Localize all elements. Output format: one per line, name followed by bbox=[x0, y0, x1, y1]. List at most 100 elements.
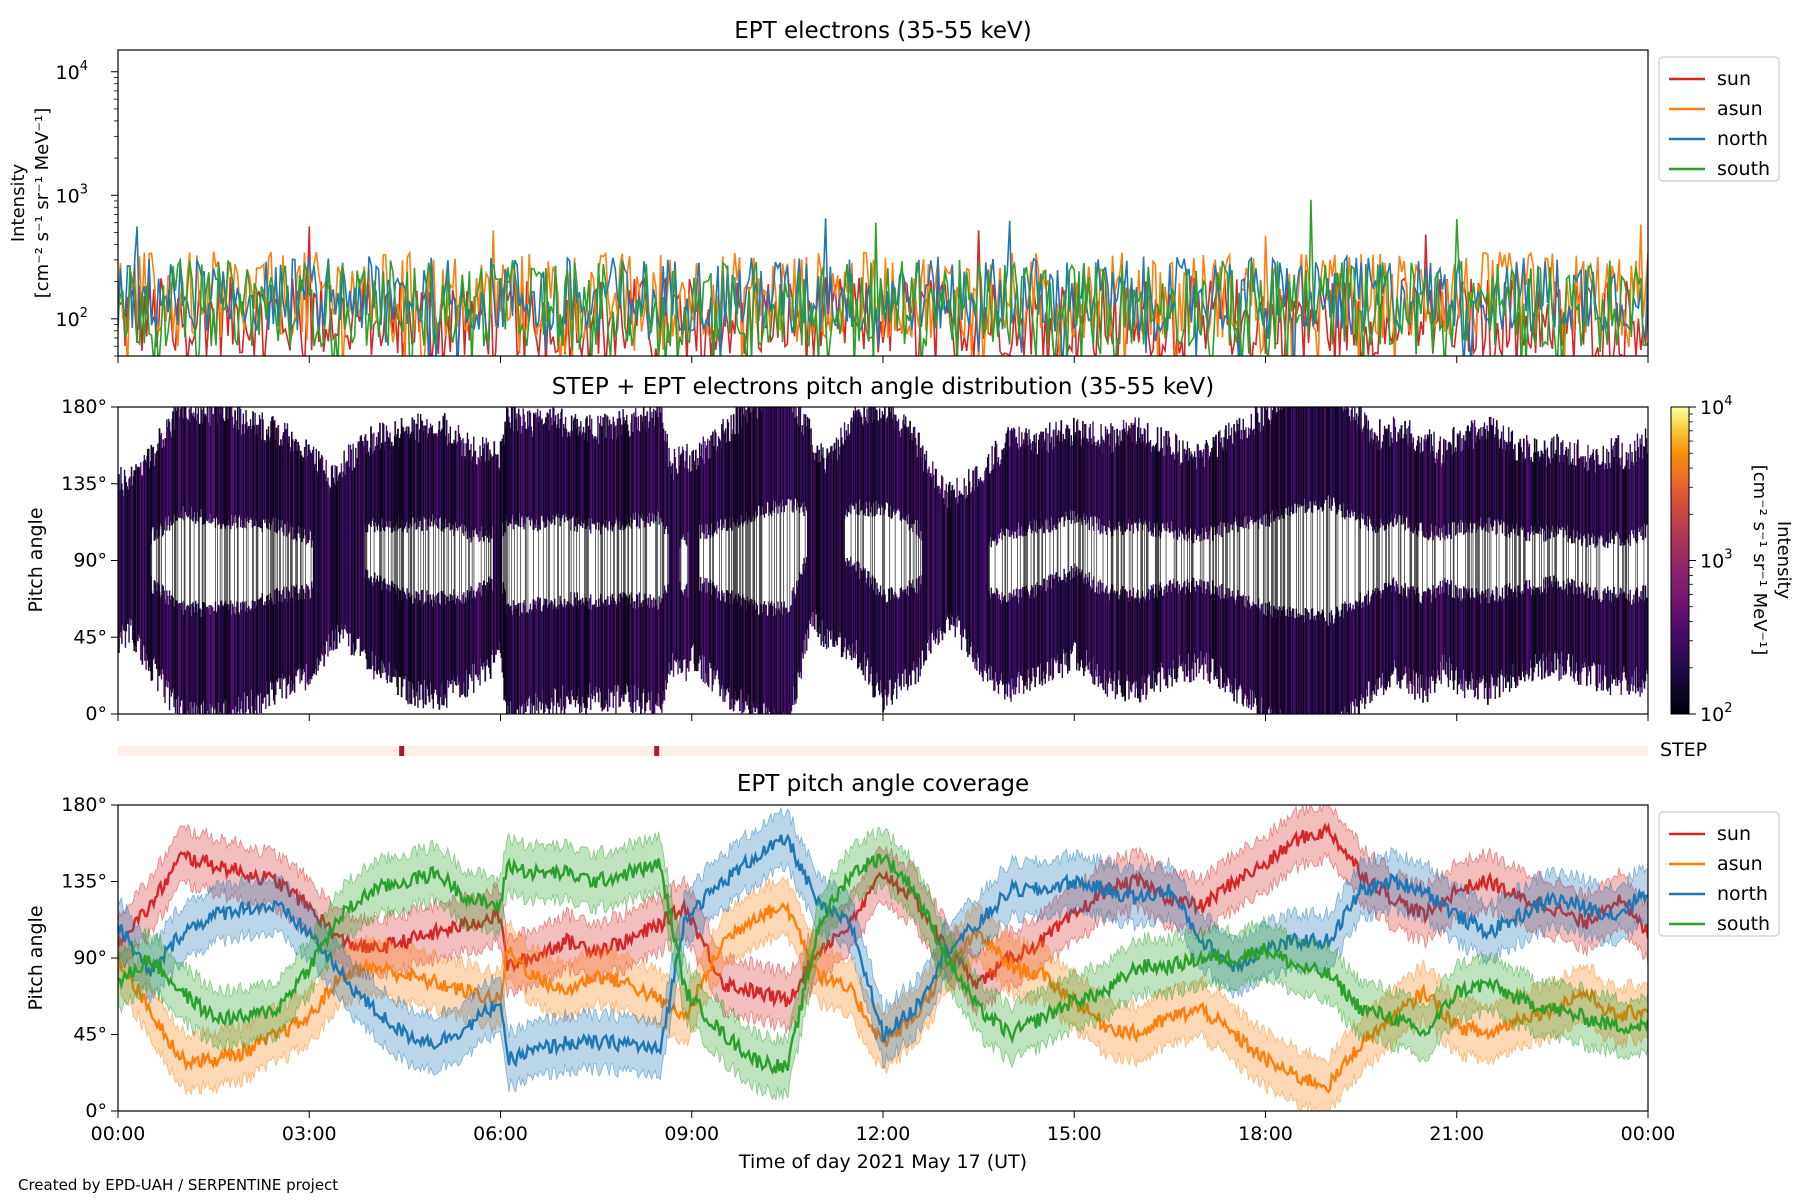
pad-cell bbox=[389, 432, 391, 522]
pad-cell bbox=[203, 602, 205, 701]
pad-cell bbox=[1068, 571, 1071, 671]
pad-cell bbox=[518, 408, 520, 527]
pad-cell bbox=[715, 589, 717, 676]
pad-cell bbox=[1374, 434, 1377, 533]
pad-cell bbox=[1598, 464, 1600, 538]
pad-cell bbox=[151, 447, 154, 528]
pad-cell bbox=[1480, 427, 1482, 518]
pad-cell bbox=[1626, 600, 1629, 691]
pad-cell bbox=[283, 586, 285, 680]
pad-cell bbox=[1401, 595, 1404, 680]
pad-cell bbox=[1197, 444, 1199, 535]
pad-cell bbox=[399, 589, 401, 678]
coverage-y-axis: 0°45°90°135°180° bbox=[61, 794, 118, 1122]
pad-cell bbox=[1344, 601, 1346, 707]
pad-cell bbox=[1369, 429, 1371, 520]
pad-cell bbox=[203, 407, 205, 525]
pad-cell bbox=[561, 604, 563, 711]
pad-cell bbox=[1080, 445, 1082, 522]
pad-cell bbox=[1137, 427, 1139, 532]
pad-cell bbox=[1076, 566, 1078, 671]
intensity-x-ticks bbox=[117, 356, 1649, 363]
coverage-band-south bbox=[118, 827, 1648, 1101]
pad-cell bbox=[264, 440, 266, 523]
pad-cell bbox=[370, 426, 372, 527]
pad-cell bbox=[611, 593, 614, 692]
pad-cell bbox=[230, 407, 232, 530]
coverage-xtick-tick-label-3: 09:00 bbox=[664, 1123, 719, 1145]
pad-cell bbox=[544, 422, 546, 528]
pad-cell bbox=[658, 596, 660, 707]
colorbar-tick-label-0-exp: 2 bbox=[1724, 701, 1732, 716]
pad-cell bbox=[1525, 580, 1527, 675]
pad-cell bbox=[241, 601, 244, 713]
pad-cell bbox=[1007, 427, 1010, 530]
pad-cell bbox=[1526, 580, 1528, 671]
pad-cell bbox=[1443, 438, 1445, 525]
pad-cell bbox=[482, 448, 485, 542]
pad-cell bbox=[1158, 451, 1161, 531]
pad-cell bbox=[910, 583, 912, 686]
pad-cell bbox=[937, 485, 939, 646]
pad-cell bbox=[451, 595, 453, 680]
pad-cell bbox=[576, 419, 578, 532]
pad-cell bbox=[512, 600, 515, 714]
pad-cell bbox=[227, 603, 229, 714]
pad-cell bbox=[392, 587, 395, 677]
pad-cell bbox=[1020, 588, 1022, 676]
pad-cell bbox=[439, 432, 442, 517]
pad-cell bbox=[1177, 593, 1180, 669]
pad-cell bbox=[211, 407, 213, 523]
pad-cell bbox=[893, 597, 895, 689]
pad-cell bbox=[536, 408, 539, 532]
pad-cell bbox=[687, 597, 689, 668]
pad-cell bbox=[610, 424, 613, 526]
pad-cell bbox=[945, 483, 947, 620]
pad-cell bbox=[906, 428, 909, 525]
pad-cell bbox=[643, 600, 645, 689]
pad-cell bbox=[1497, 429, 1499, 520]
pad-cell bbox=[849, 567, 851, 656]
pad-cell bbox=[1641, 599, 1643, 693]
pad-cell bbox=[791, 412, 794, 512]
pad-cell bbox=[869, 407, 871, 502]
pad-cell bbox=[1029, 598, 1031, 691]
pad-cell bbox=[608, 604, 611, 708]
pad-cell bbox=[1580, 582, 1583, 672]
pad-cell bbox=[1244, 607, 1246, 694]
pad-cell bbox=[1296, 616, 1298, 714]
pad-cell bbox=[764, 407, 767, 514]
pad-cell bbox=[1436, 587, 1438, 679]
pad-cell bbox=[293, 585, 295, 685]
pad-cell bbox=[404, 594, 407, 677]
pad-ylabel: Pitch angle bbox=[25, 507, 47, 612]
pad-cell bbox=[1184, 580, 1186, 682]
pad-cell bbox=[120, 467, 122, 632]
pad-cell bbox=[1631, 451, 1633, 530]
pad-cell bbox=[444, 413, 446, 529]
pad-cell bbox=[1361, 432, 1363, 519]
pad-cell bbox=[274, 589, 276, 705]
pad-cell bbox=[608, 604, 610, 689]
pad-cell bbox=[1559, 455, 1561, 530]
pad-cell bbox=[1558, 587, 1560, 681]
pad-cell bbox=[716, 585, 718, 671]
pad-cell bbox=[678, 446, 680, 662]
pad-cell bbox=[562, 436, 564, 515]
pad-cell bbox=[1189, 592, 1191, 683]
pad-cell bbox=[1558, 462, 1560, 528]
pad-cell bbox=[123, 469, 126, 632]
pad-cell bbox=[636, 429, 639, 527]
pad-cell bbox=[1418, 442, 1421, 524]
pad-cell bbox=[1634, 602, 1636, 671]
pad-cell bbox=[1360, 607, 1362, 695]
pad-cell bbox=[849, 433, 851, 505]
pad-cell bbox=[1150, 585, 1153, 689]
pad-cell bbox=[1264, 615, 1266, 714]
pad-cell bbox=[580, 599, 582, 707]
pad-cell bbox=[577, 600, 579, 704]
intensity-ytick-label-1-exp: 3 bbox=[80, 182, 88, 197]
pad-cell bbox=[703, 582, 705, 657]
pad-cell bbox=[231, 416, 234, 526]
pad-cell bbox=[571, 415, 573, 519]
